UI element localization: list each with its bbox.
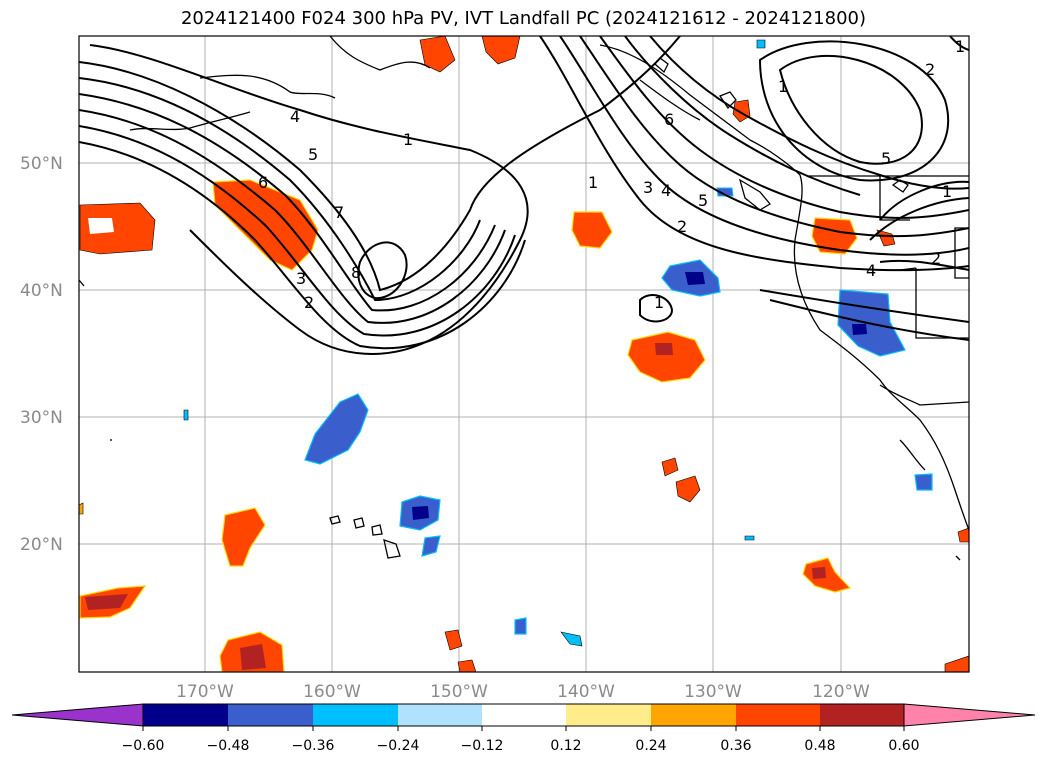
lat-label: 40°N [20,281,63,301]
pc-blob-negative [183,409,189,421]
contour-label: 4 [866,261,876,280]
lon-label: 150°W [430,682,488,702]
contour-label: 5 [881,149,891,168]
pc-blob-positive [481,36,521,65]
pc-blob-negative [514,617,527,635]
pc-blob-positive [802,557,852,593]
pc-blob-positive [655,343,673,355]
pc-blob-positive [627,331,706,383]
contour-label: 2 [925,60,935,79]
colorbar-tick-label: 0.36 [720,738,751,754]
lon-label: 120°W [812,682,870,702]
pc-blob-positive [240,644,266,670]
lat-label: 50°N [20,154,63,174]
gridlines [79,36,969,672]
lon-label: 160°W [303,682,361,702]
contour-label: 3 [643,178,653,197]
colorbar-tick-label: −0.48 [207,738,250,754]
pc-blob-positive [571,211,613,249]
pc-blob-positive [221,507,266,567]
lat-labels: 50°N 40°N 30°N 20°N [20,154,63,555]
colorbar-tick-label: 0.48 [804,738,835,754]
colorbar-tick-label: 0.24 [635,738,666,754]
lon-labels: 170°W 160°W 150°W 140°W 130°W 120°W [176,682,870,702]
contour-label: 1 [778,77,788,96]
contour-label: 2 [677,217,687,236]
pc-blob-negative [852,324,867,335]
contour-label: 2 [931,249,941,268]
colorbar-tick-label: −0.12 [461,738,504,754]
map-title: 2024121400 F024 300 hPa PV, IVT Landfall… [180,8,867,29]
colorbar-segment [651,704,736,726]
pc-blob-negative [756,39,766,49]
colorbar-segment [820,704,904,726]
lon-label: 140°W [557,682,615,702]
coastlines [79,36,969,561]
pc-blob-positive [88,218,114,234]
pc-blob-positive [957,527,969,543]
pc-blob-positive [79,202,156,255]
contour-label: 1 [588,173,598,192]
colorbar-extend-low [11,703,144,727]
pv-contours [79,36,969,355]
contour-label: 2 [304,293,314,312]
contour-label: 5 [308,145,318,164]
colorbar-tick-label: 0.60 [888,738,919,754]
pc-blob-negative [421,535,441,557]
contour-label: 4 [661,181,671,200]
pc-blob-positive [876,229,896,247]
colorbar-segment [482,704,566,726]
pc-blob-positive [85,594,128,610]
pc-blob-positive [79,502,84,515]
lat-label: 20°N [20,535,63,555]
pc-blob-positive [811,217,858,255]
contour-label: 1 [942,182,952,201]
colorbar-tick-label: −0.36 [292,738,335,754]
pc-blob-positive [675,475,701,503]
contour-label: 6 [664,110,674,129]
pc-blob-positive [944,655,969,672]
contour-label: 1 [955,37,965,56]
colorbar: −0.60 −0.48 −0.36 −0.24 −0.12 0.12 0.24 … [11,703,1036,754]
colorbar-segment [566,704,651,726]
colorbar-extend-high [903,703,1036,727]
colorbar-ticks [142,726,905,731]
colorbar-tick-label: −0.24 [377,738,420,754]
colorbar-tick-label: −0.60 [122,738,165,754]
lon-label: 130°W [684,682,742,702]
pc-blob-negative [716,187,734,197]
contour-label: 6 [258,173,268,192]
pc-blob-positive [812,567,826,579]
pc-blob-positive [661,457,679,477]
colorbar-segment [228,704,313,726]
contour-label: 5 [698,191,708,210]
lat-label: 30°N [20,408,63,428]
colorbar-segment [313,704,398,726]
contour-label: 7 [334,203,344,222]
pc-blob-negative [914,473,933,491]
map-border [78,35,970,673]
colorbar-outline [142,703,905,727]
lon-label: 170°W [176,682,234,702]
pc-blob-positive [419,36,456,73]
pc-blob-negative [412,506,429,520]
contour-label: 1 [654,293,664,312]
pc-blob-positive [444,629,463,651]
contour-label: 4 [290,107,300,126]
contour-labels: 1 4 5 6 7 8 3 2 1 3 4 5 2 1 6 2 5 1 2 1 … [258,37,965,312]
pc-blob-negative [560,631,583,647]
contour-label: 3 [296,269,306,288]
pc-blob-negative [744,535,755,541]
pc-blob-negative [685,272,705,285]
contour-label: 1 [403,130,413,149]
pc-blob-negative [304,393,369,465]
colorbar-tick-label: 0.12 [550,738,581,754]
contour-label: 8 [351,263,361,282]
colorbar-segment [736,704,820,726]
colorbar-segment [398,704,482,726]
colorbar-segment [143,704,228,726]
pc-blob-positive [457,659,477,672]
